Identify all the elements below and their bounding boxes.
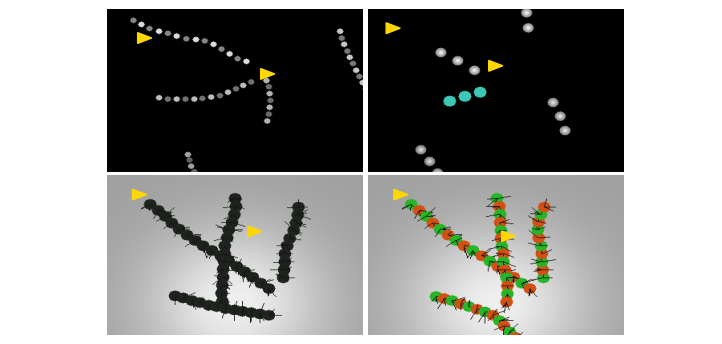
Polygon shape [248, 226, 262, 237]
Polygon shape [133, 189, 147, 200]
Polygon shape [502, 231, 516, 241]
Polygon shape [489, 61, 503, 71]
Polygon shape [394, 189, 408, 200]
Polygon shape [261, 68, 275, 79]
Polygon shape [138, 33, 152, 43]
Polygon shape [386, 23, 400, 34]
